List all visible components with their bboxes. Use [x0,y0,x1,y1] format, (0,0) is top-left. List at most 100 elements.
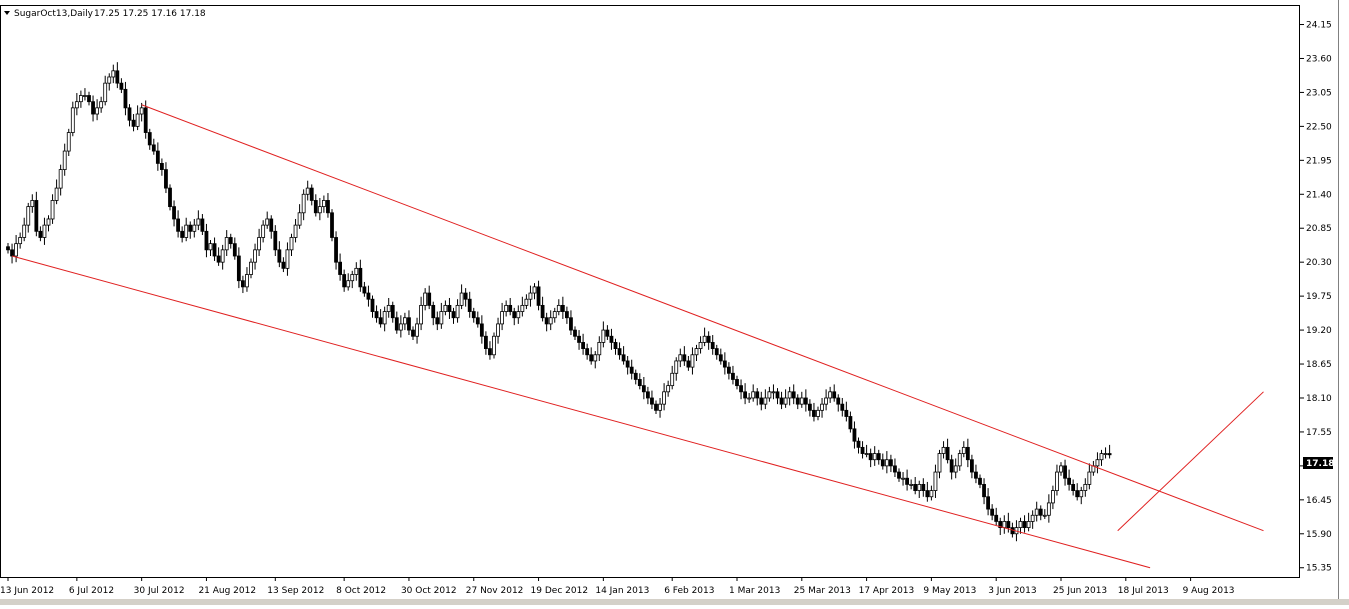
candle [994,507,999,526]
candle-body [1042,514,1047,517]
candle [305,180,310,201]
candle-body [803,397,808,405]
candle-body [281,261,286,269]
candle-body [957,453,962,467]
candle [488,341,492,360]
candle-body [856,440,861,448]
candle [593,351,598,369]
candle [309,184,314,206]
candle-body [771,391,776,394]
candle [261,220,266,243]
candle-body [682,354,687,362]
trendline-breakout[interactable] [1117,391,1264,532]
candle [95,99,99,121]
candle-body [326,200,330,214]
candle [188,221,193,239]
candle [172,200,176,227]
candle-body [155,150,160,164]
candle [196,210,201,231]
candle [824,389,828,411]
candle [585,343,590,360]
candle-body [1018,521,1023,529]
candle [127,104,132,127]
candle-body [313,200,318,214]
candle-body [573,329,577,337]
candle [880,453,885,470]
trendline-upper[interactable] [141,104,1264,532]
candle-body [844,409,849,417]
candle [1055,464,1059,496]
candle-body [694,348,699,356]
candle-body [556,304,561,312]
candle-body [87,95,91,103]
candle-body [107,76,112,84]
candle-body [431,304,436,319]
candle-body [929,490,934,498]
candle [678,348,683,368]
y-tick-label: 18.65 [1306,360,1332,370]
candle-body [520,304,525,312]
candle [990,504,995,521]
candle [601,321,606,348]
dropdown-arrow-icon[interactable] [4,11,10,15]
candle-body [686,360,691,368]
candle-body [609,335,614,343]
candle [269,215,274,239]
candle-body [184,224,189,238]
candle-body [917,484,922,491]
candle-body [1099,453,1104,461]
candle-body [79,95,83,103]
candle-body [528,292,533,300]
candle-body [799,397,804,405]
candle [224,230,229,257]
candle [577,330,581,350]
candle-body [180,230,185,238]
candle [362,281,367,297]
candle [236,247,241,289]
candle [706,331,711,350]
candle-body [787,391,792,399]
candle-body [718,354,723,362]
candle-body [650,397,654,405]
candle-body [1067,477,1071,485]
candle-body [512,311,517,319]
candle [301,189,306,221]
y-tick-label: 23.05 [1306,88,1332,98]
candle-body [204,230,209,251]
candle-body [435,317,440,325]
trendline-lower[interactable] [11,255,1151,569]
candle-body [443,304,448,312]
candle [455,299,460,323]
candle-body [714,348,719,356]
candle-body [937,453,942,473]
candle-body [978,477,982,485]
candle [925,481,930,502]
candle-body [103,82,108,103]
candle [216,247,221,266]
candle [799,391,804,408]
candle [528,285,533,307]
candle-body [674,360,679,374]
candle-body [220,249,225,263]
candle-body [670,372,675,387]
candle-body [552,311,557,319]
candle [463,288,468,307]
candle-body [285,249,290,269]
candle [1038,505,1043,521]
candle-body [419,304,424,325]
candle-body [1034,508,1039,516]
y-tick-label: 16.45 [1306,496,1332,506]
candle [111,64,116,84]
candle [791,384,796,405]
candle-body [277,249,282,263]
candle-body [524,298,529,306]
candle-body [508,304,513,312]
candle [74,93,79,116]
candle [1071,479,1076,496]
candle-body [301,193,306,214]
candle [415,317,419,344]
candle [99,96,104,113]
y-tick-label: 20.85 [1306,224,1332,234]
